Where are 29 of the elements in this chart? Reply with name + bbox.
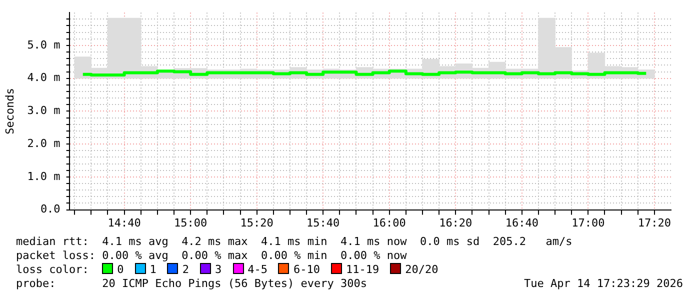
- y-tick-label: 3.0 m: [27, 104, 61, 118]
- x-tick-label: 16:40: [505, 216, 538, 230]
- y-axis-title: Seconds: [3, 88, 16, 134]
- x-tick-label: 15:00: [174, 216, 208, 230]
- y-tick-label: 1.0 m: [27, 170, 61, 183]
- text: median rtt: 4.1 ms avg 4.2 ms max 4.1 ms min 4.1 ms now 0.0 ms sd 205.2 am/s: [16, 235, 572, 248]
- x-tick-label: 16:20: [439, 216, 472, 230]
- x-tick-label: 15:40: [306, 216, 340, 230]
- text: packet loss: 0.00 % avg 0.00 % max 0.00 % min 0.00 % now: [16, 249, 407, 262]
- y-tick-label: 0.0: [40, 202, 60, 216]
- legend-label: 4-5: [248, 263, 268, 276]
- legend-label: 11-19: [346, 263, 380, 276]
- legend-label: 20/20: [405, 263, 438, 276]
- y-tick-label: 2.0 m: [27, 136, 61, 150]
- text: Tue Apr 14 17:23:29 2026: [524, 277, 683, 290]
- legend-label: 0: [117, 263, 124, 276]
- x-tick-label: 14:40: [108, 216, 141, 230]
- text: probe: 20 ICMP Echo Pings (56 Bytes) every 300s: [16, 277, 367, 290]
- legend-title: loss color:: [16, 263, 90, 276]
- legend-label: 2: [182, 263, 189, 276]
- x-tick-label: 17:00: [572, 216, 605, 230]
- y-tick-label: 5.0 m: [27, 38, 61, 52]
- legend-label: 6-10: [293, 263, 320, 276]
- legend-label: 3: [214, 263, 222, 276]
- x-tick-label: 16:00: [372, 216, 406, 230]
- legend-label: 1: [150, 263, 156, 276]
- x-tick-label: 15:20: [240, 216, 274, 230]
- y-tick-label: 4.0 m: [27, 71, 61, 84]
- x-tick-label: 17:20: [638, 216, 671, 230]
